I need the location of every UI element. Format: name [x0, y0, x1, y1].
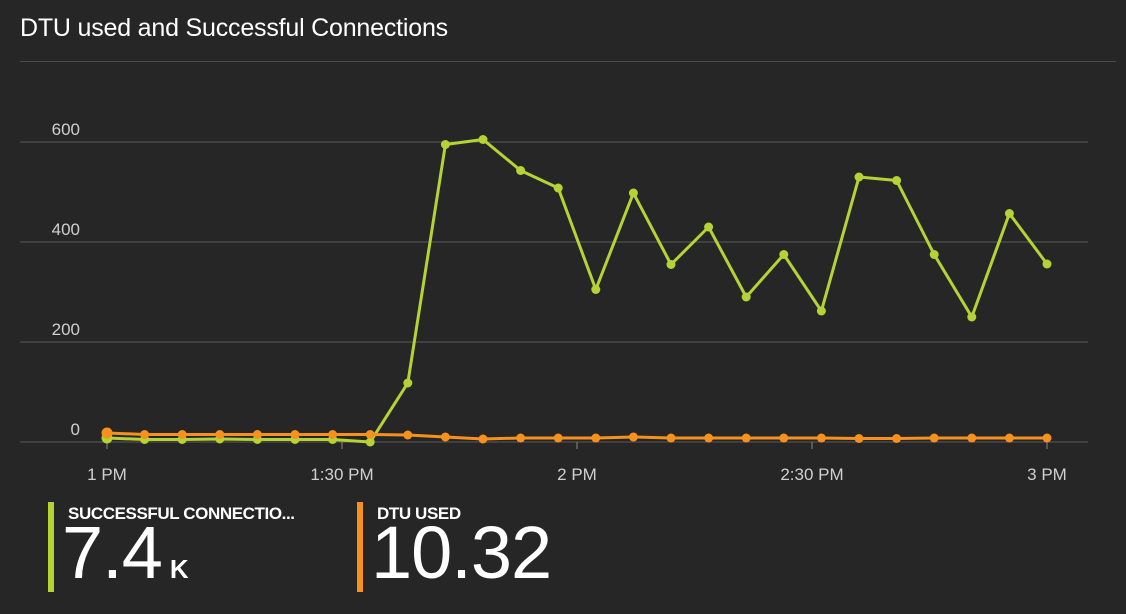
y-tick-label: 400: [52, 220, 80, 239]
data-point: [516, 433, 526, 443]
data-point: [478, 135, 488, 144]
data-point: [704, 222, 714, 232]
data-point: [177, 430, 187, 439]
tile-value-unit: K: [169, 554, 189, 584]
data-point: [929, 433, 939, 443]
x-tick-label: 3 PM: [1027, 465, 1067, 484]
tile-value-number: 10.32: [371, 511, 552, 594]
data-point: [1004, 433, 1014, 443]
tile-color-bar: [357, 502, 363, 592]
data-point: [929, 250, 939, 259]
data-point: [816, 433, 826, 443]
tile-value-number: 7.4: [62, 511, 163, 594]
tile-label: DTU USED: [377, 504, 461, 523]
data-point: [1004, 209, 1014, 218]
data-point: [779, 250, 789, 259]
data-point: [666, 433, 676, 443]
data-point: [1042, 433, 1052, 443]
data-point: [403, 378, 413, 388]
series-line-dtu-used: [105, 431, 1049, 441]
data-point: [628, 432, 638, 442]
tile-successful-connections[interactable]: SUCCESSFUL CONNECTIO... 7.4 K: [48, 502, 348, 594]
data-point: [478, 434, 488, 444]
data-point: [440, 140, 450, 149]
data-point: [892, 434, 902, 443]
data-point: [704, 433, 714, 443]
data-point: [628, 188, 638, 198]
tile-dtu-used[interactable]: DTU USED 10.32: [357, 502, 597, 594]
tile-label: SUCCESSFUL CONNECTIO...: [68, 504, 295, 523]
chart-title: DTU used and Successful Connections: [20, 14, 448, 42]
data-point: [666, 260, 676, 269]
data-point: [101, 427, 113, 439]
y-tick-label: 0: [71, 420, 80, 439]
data-point: [779, 433, 789, 443]
data-point: [252, 430, 262, 439]
line-chart[interactable]: 0 200 400 600 1 PM 1:30 PM 2 PM 2:30 PM 3 PM: [0, 0, 1126, 490]
tile-color-bar: [48, 502, 54, 592]
x-tick-label: 1 PM: [87, 465, 127, 484]
x-tick-label: 2 PM: [557, 465, 597, 484]
data-point: [365, 430, 375, 439]
data-point: [741, 433, 751, 443]
tile-value: 10.32: [371, 516, 559, 590]
data-point: [591, 285, 601, 294]
data-point: [1042, 259, 1052, 269]
data-point: [516, 166, 526, 175]
series-line-successful-connections: [105, 138, 1049, 444]
data-point: [854, 434, 864, 443]
tile-value: 7.4 K: [62, 516, 189, 590]
data-point: [854, 172, 864, 182]
data-point: [967, 433, 977, 443]
y-tick-label: 200: [52, 320, 80, 339]
data-point: [328, 430, 338, 439]
data-point: [140, 430, 150, 439]
x-tick-label: 1:30 PM: [310, 465, 373, 484]
data-point: [553, 183, 563, 193]
y-tick-label: 600: [52, 120, 80, 139]
data-point: [215, 430, 225, 439]
x-tick-label: 2:30 PM: [780, 465, 843, 484]
data-point: [290, 430, 300, 439]
data-point: [741, 292, 751, 302]
data-point: [553, 433, 563, 443]
data-point: [816, 306, 826, 316]
data-point: [892, 176, 902, 185]
title-divider: [20, 61, 1116, 62]
data-point: [365, 437, 375, 447]
data-point: [440, 432, 450, 442]
data-point: [403, 430, 413, 440]
data-point: [967, 312, 977, 322]
data-point: [591, 433, 601, 443]
